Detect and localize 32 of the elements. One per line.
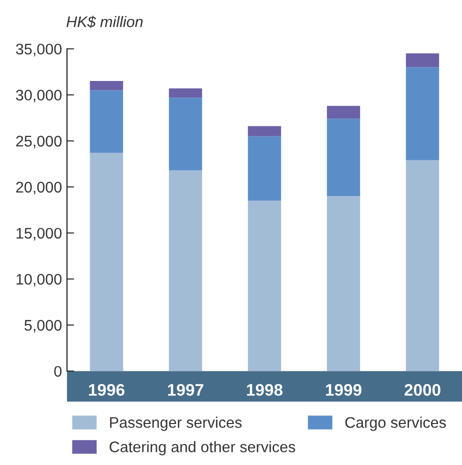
y-axis-title: HK$ million <box>66 16 143 28</box>
bar <box>90 90 124 153</box>
bar <box>326 106 360 119</box>
legend-label: Cargo services <box>345 416 446 431</box>
bar <box>90 81 124 90</box>
bar <box>248 126 282 136</box>
bar <box>168 88 202 98</box>
legend-label: Passenger services <box>110 416 242 431</box>
bar <box>248 136 282 201</box>
bar <box>406 160 440 372</box>
x-tick-label: 1999 <box>326 384 362 396</box>
y-tick-label: 15,000 <box>16 228 62 240</box>
x-tick-label: 1998 <box>247 384 283 396</box>
y-tick-label: 20,000 <box>16 182 62 194</box>
bar <box>168 170 202 372</box>
x-tick-label: 1996 <box>89 384 124 396</box>
bar <box>248 200 282 372</box>
y-tick-label: 0 <box>54 366 62 377</box>
y-tick-label: 30,000 <box>16 90 62 102</box>
bar <box>168 98 202 170</box>
legend-label: Catering and other services <box>110 441 296 456</box>
bar <box>326 118 360 196</box>
x-tick-label: 2000 <box>404 384 440 396</box>
bar <box>406 53 440 68</box>
bar <box>406 67 440 160</box>
bar <box>90 152 124 372</box>
x-tick-label: 1997 <box>168 384 204 396</box>
y-tick-label: 5,000 <box>24 320 62 333</box>
y-tick-label: 25,000 <box>16 136 62 148</box>
y-tick-label: 35,000 <box>16 44 62 56</box>
y-tick-label: 10,000 <box>16 274 62 286</box>
bar <box>326 196 360 372</box>
